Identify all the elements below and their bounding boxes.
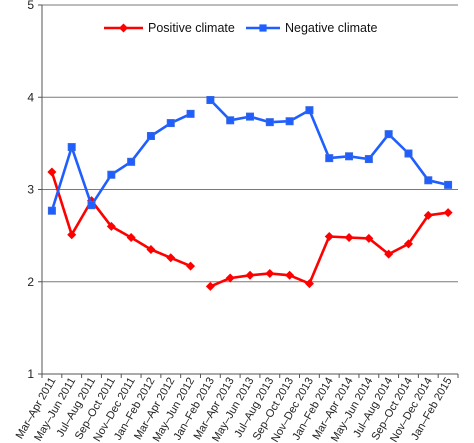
data-point (87, 201, 96, 210)
data-point (403, 239, 413, 249)
data-point (67, 230, 77, 240)
data-point (444, 180, 453, 189)
data-point (423, 210, 433, 220)
legend-item: Positive climate (104, 21, 235, 35)
y-tick-label: 2 (27, 275, 34, 289)
data-point (304, 279, 314, 289)
y-tick-label: 3 (27, 183, 34, 197)
data-point (106, 221, 116, 231)
data-point (285, 117, 294, 126)
data-point (166, 119, 175, 128)
data-point (384, 130, 393, 139)
series (47, 96, 453, 291)
data-point (67, 143, 76, 152)
y-tick-labels: 1 2 3 4 5 (27, 0, 34, 381)
data-point (205, 281, 215, 291)
data-point (404, 149, 413, 158)
data-point (206, 96, 215, 105)
legend: Positive climate Negative climate (104, 21, 377, 35)
data-point (47, 167, 57, 177)
series-line (50, 112, 192, 212)
data-point (47, 206, 56, 215)
data-point (146, 131, 155, 140)
gridlines (42, 4, 458, 283)
data-point (424, 176, 433, 185)
data-point (285, 270, 295, 280)
legend-label: Negative climate (285, 21, 377, 35)
legend-label: Positive climate (148, 21, 235, 35)
data-point (384, 249, 394, 259)
data-point (226, 116, 235, 125)
data-point (107, 170, 116, 179)
data-point (225, 273, 235, 283)
axes (38, 4, 459, 378)
data-point (126, 232, 136, 242)
data-point (186, 261, 196, 271)
legend-marker (119, 23, 128, 33)
data-point (166, 253, 176, 263)
data-point (364, 155, 373, 164)
series-negative (47, 96, 453, 215)
y-tick-label: 4 (27, 90, 34, 104)
series-positive (47, 167, 453, 291)
data-point (265, 268, 275, 278)
data-point (146, 244, 156, 254)
y-tick-label: 1 (27, 367, 34, 381)
data-point (344, 232, 354, 242)
data-point (364, 233, 374, 243)
data-point (443, 208, 453, 218)
data-point (345, 152, 354, 161)
data-point (245, 270, 255, 280)
data-point (324, 232, 334, 242)
series-line (50, 171, 192, 268)
data-point (325, 154, 334, 163)
y-tick-label: 5 (27, 0, 34, 12)
data-point (305, 106, 314, 115)
data-point (265, 118, 274, 127)
legend-item: Negative climate (246, 21, 377, 35)
data-point (127, 157, 136, 166)
data-point (186, 109, 195, 118)
data-point (245, 112, 254, 121)
legend-marker (259, 24, 267, 32)
